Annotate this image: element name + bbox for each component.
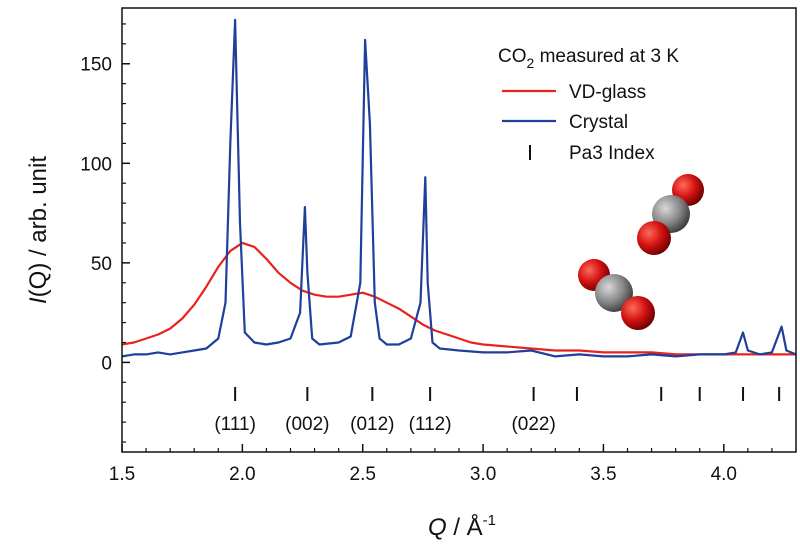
y-tick-label: 100 <box>80 154 112 175</box>
x-tick-label: 3.5 <box>590 464 616 485</box>
x-tick-label: 2.0 <box>229 464 255 485</box>
legend-title: CO2 measured at 3 K <box>498 46 679 71</box>
carbon-atom <box>595 274 633 312</box>
series-line-crystal <box>122 18 796 358</box>
oxygen-atom <box>621 296 655 330</box>
pa3-index-label: (012) <box>350 414 394 435</box>
x-axis: 1.5 2.0 2.5 3.0 3.5 4.0 <box>109 444 773 485</box>
oxygen-atom <box>637 221 671 255</box>
x-tick-label: 4.0 <box>711 464 737 485</box>
series-line-vd-glass <box>122 241 796 356</box>
pa3-index-label: (002) <box>285 414 329 435</box>
y-tick-label: 50 <box>91 254 112 275</box>
x-axis-label: Q / Å-1 <box>428 512 496 541</box>
y-tick-label: 0 <box>101 353 112 374</box>
x-tick-label: 3.0 <box>470 464 496 485</box>
x-tick-label: 2.5 <box>350 464 376 485</box>
y-tick-label: 150 <box>80 55 112 76</box>
pa3-index-label: (022) <box>511 414 555 435</box>
legend-label-crystal: Crystal <box>569 112 628 133</box>
legend-label-vd-glass: VD-glass <box>569 82 646 103</box>
y-axis-label: I(Q) / arb. unit <box>25 156 52 304</box>
pa3-index-layer: (111) (002) (012) (112) (022) <box>214 387 781 435</box>
x-tick-label: 1.5 <box>109 464 135 485</box>
co2-molecule-upper <box>637 174 704 255</box>
co2-molecule-lower <box>578 259 655 330</box>
y-axis: 0 50 100 150 <box>80 23 130 443</box>
pa3-index-label: (111) <box>214 414 256 435</box>
plot-frame <box>121 7 797 453</box>
series-layer <box>122 18 796 358</box>
pa3-index-label: (112) <box>409 414 452 435</box>
legend: CO2 measured at 3 K VD-glass Crystal Pa3… <box>498 46 679 164</box>
legend-label-pa3-index: Pa3 Index <box>569 143 655 164</box>
